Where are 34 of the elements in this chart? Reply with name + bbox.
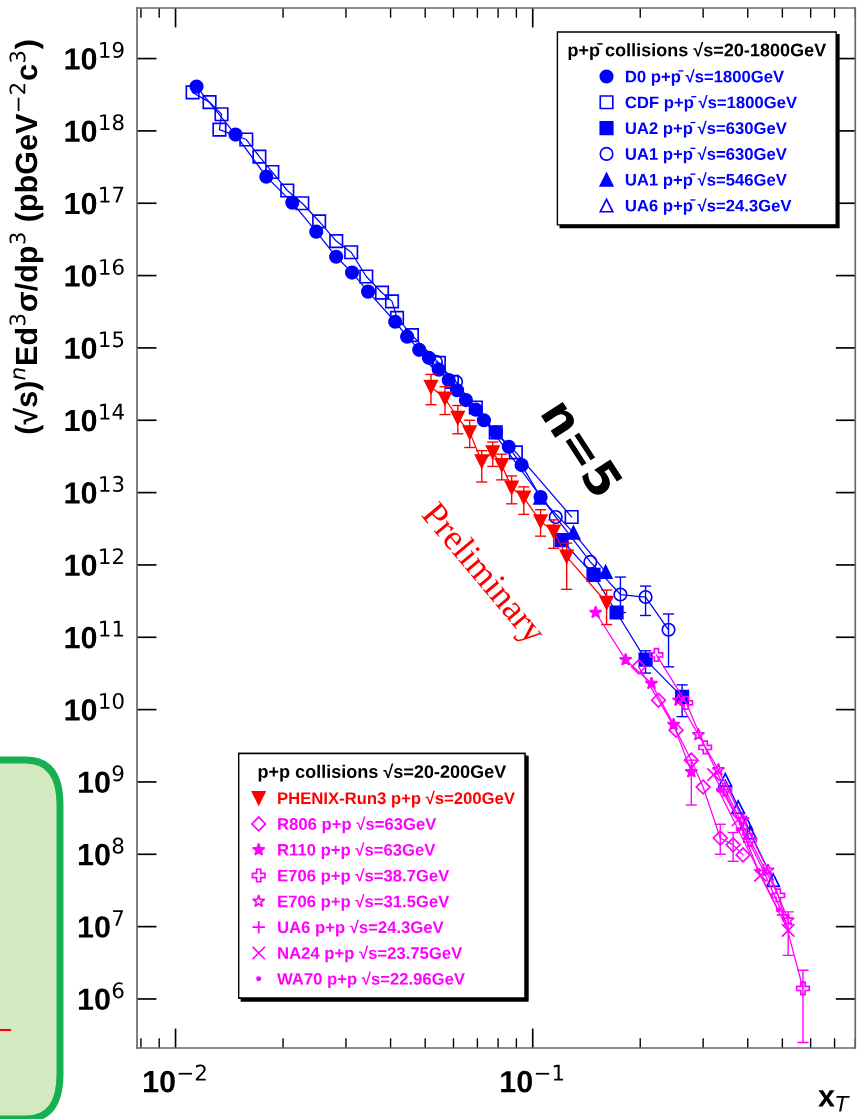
y-tick-label: 10$^{11}$ (65, 620, 124, 649)
annotation: p+p̄ collisions √s=20-1800GeV (568, 41, 827, 60)
x-tick-label: 10$^{−2}$ (144, 1064, 206, 1093)
legend-label: UA6 p+p √s=24.3GeV (278, 919, 444, 937)
legend-label: UA2 p+p̄ √s=630GeV (625, 120, 787, 138)
y-tick-label: 10$^{6}$ (78, 982, 124, 1011)
legend-label: CDF p+p̄ √s=1800GeV (625, 94, 797, 112)
x-tick-label: 10$^{−1}$ (501, 1064, 564, 1093)
y-tick-label: 10$^{13}$ (65, 475, 124, 504)
y-tick-label: 10$^{7}$ (78, 910, 124, 938)
legend-label: UA1 p+p̄ √s=630GeV (625, 146, 787, 164)
legend-label: R806 p+p √s=63GeV (278, 816, 437, 834)
annotation: p+p collisions √s=20-200GeV (258, 763, 507, 782)
legend-label: WA70 p+p √s=22.96GeV (277, 971, 465, 989)
legend-label: NA24 p+p √s=23.75GeV (278, 945, 463, 963)
legend-label: UA6 p+p̄ √s=24.3GeV (625, 198, 792, 215)
legend-label: D0 p+p̄ √s=1800GeV (625, 69, 784, 86)
y-tick-label: 10$^{15}$ (65, 331, 124, 360)
legend-label: R110 p+p √s=63GeV (278, 842, 436, 860)
y-tick-label: 10$^{12}$ (65, 548, 123, 577)
legend-label: E706 p+p √s=31.5GeV (278, 893, 450, 911)
y-tick-label: 10$^{18}$ (65, 114, 124, 143)
y-tick-label: 10$^{14}$ (65, 403, 124, 432)
y-tick-label: 10$^{10}$ (65, 692, 124, 721)
y-tick-label: 10$^{17}$ (65, 186, 124, 215)
legend-label: UA1 p+p̄ √s=546GeV (625, 172, 787, 190)
y-tick-label: 10$^{19}$ (65, 41, 124, 70)
y-tick-label: 10$^{9}$ (78, 765, 124, 794)
y-tick-label: 10$^{16}$ (65, 258, 124, 287)
legend-label: PHENIX-Run3 p+p √s=200GeV (278, 790, 515, 808)
legend-label: E706 p+p √s=38.7GeV (278, 868, 450, 885)
y-tick-label: 10$^{8}$ (78, 837, 124, 866)
text: (√s)$^{n}$Ed$^{3}$σ/dp$^{3}$ (pbGeV$^{−2}$c$^{3}$) (9, 40, 44, 434)
x-axis-title: x$_{T}$ (818, 1090, 850, 1112)
